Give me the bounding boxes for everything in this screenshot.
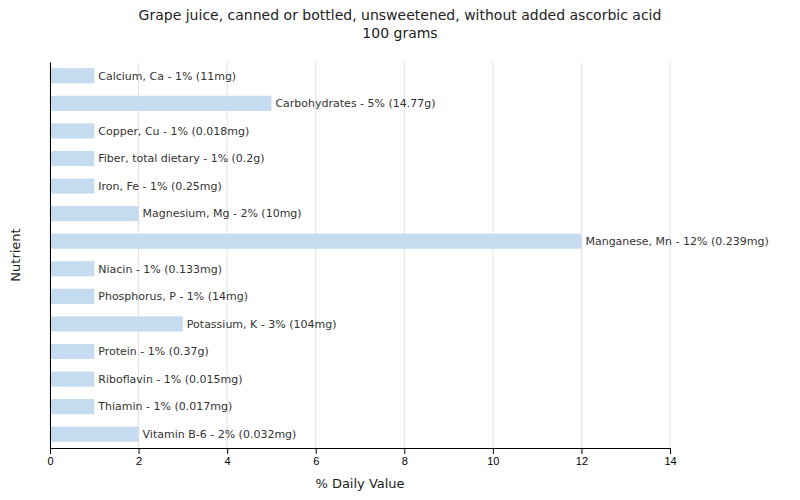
x-tick-mark xyxy=(227,448,228,454)
bar-label: Copper, Cu - 1% (0.018mg) xyxy=(98,125,249,138)
bar-label: Phosphorus, P - 1% (14mg) xyxy=(98,290,248,303)
x-tick-label: 8 xyxy=(402,455,408,467)
x-tick-label: 10 xyxy=(487,455,499,467)
bar-label: Magnesium, Mg - 2% (10mg) xyxy=(143,207,302,220)
x-tick-mark xyxy=(493,448,494,454)
grid-line xyxy=(581,62,582,448)
x-tick: 4 xyxy=(225,448,231,467)
title: Grape juice, canned or bottled, unsweete… xyxy=(139,7,662,41)
bar xyxy=(50,316,183,331)
grid-line xyxy=(50,62,51,448)
grid-line xyxy=(670,62,671,448)
bar-label: Protein - 1% (0.37g) xyxy=(98,345,209,358)
y-axis-line xyxy=(50,63,51,449)
bar xyxy=(50,151,94,166)
bar-label: Vitamin B-6 - 2% (0.032mg) xyxy=(143,428,297,441)
x-tick: 2 xyxy=(136,448,142,467)
x-tick-label: 4 xyxy=(225,455,231,467)
bar xyxy=(50,206,139,221)
x-tick: 12 xyxy=(576,448,588,467)
chart: Calcium, Ca - 1% (11mg) Carbohydrates - 5… xyxy=(0,0,800,500)
grid-line xyxy=(315,62,316,448)
bar-label: Carbohydrates - 5% (14.77g) xyxy=(275,97,435,110)
grid-line xyxy=(404,62,405,448)
bar-label: Fiber, total dietary - 1% (0.2g) xyxy=(98,152,264,165)
bar xyxy=(50,178,94,193)
x-tick-mark xyxy=(139,448,140,454)
x-tick-label: 14 xyxy=(664,455,676,467)
x-tick-label: 6 xyxy=(313,455,319,467)
y-axis-title: Nutrient xyxy=(8,228,23,281)
title-line: 100 grams xyxy=(362,25,437,41)
bar xyxy=(50,68,94,83)
x-axis-line xyxy=(51,449,671,455)
x-tick: 14 xyxy=(664,448,676,467)
bars xyxy=(50,68,581,442)
bar xyxy=(50,234,581,249)
bar xyxy=(50,289,94,304)
x-tick-mark xyxy=(581,448,582,454)
bar-label: Potassium, K - 3% (104mg) xyxy=(187,318,337,331)
x-tick-mark xyxy=(316,448,317,454)
x-tick-mark xyxy=(50,448,51,454)
x-tick-label: 0 xyxy=(47,455,53,467)
grid-line xyxy=(138,62,139,448)
y-axis xyxy=(50,63,51,449)
x-axis: 0 2 4 6 8 10 12 14 xyxy=(47,448,676,467)
plot-area: Calcium, Ca - 1% (11mg) Carbohydrates - 5… xyxy=(47,62,768,467)
grid-line xyxy=(492,62,493,448)
x-tick-mark xyxy=(670,448,671,454)
bar xyxy=(50,344,94,359)
bar-label: Iron, Fe - 1% (0.25mg) xyxy=(98,180,221,193)
x-tick: 0 xyxy=(47,448,53,467)
grid-line xyxy=(227,62,228,448)
x-axis-title: % Daily Value xyxy=(315,476,404,491)
x-tick: 10 xyxy=(487,448,499,467)
grid xyxy=(50,62,670,448)
x-tick: 6 xyxy=(313,448,319,467)
bar xyxy=(50,427,139,442)
bar xyxy=(50,123,94,138)
x-tick-mark xyxy=(404,448,405,454)
bar-label: Riboflavin - 1% (0.015mg) xyxy=(98,373,242,386)
bar xyxy=(50,371,94,386)
bar xyxy=(50,261,94,276)
x-tick: 8 xyxy=(402,448,408,467)
x-tick-label: 2 xyxy=(136,455,142,467)
x-tick-label: 12 xyxy=(576,455,588,467)
bar xyxy=(50,399,94,414)
title-line: Grape juice, canned or bottled, unsweete… xyxy=(139,7,662,23)
bar-label: Niacin - 1% (0.133mg) xyxy=(98,263,222,276)
bar xyxy=(50,96,271,111)
bar-label: Manganese, Mn - 12% (0.239mg) xyxy=(585,235,768,248)
bar-labels: Calcium, Ca - 1% (11mg) Carbohydrates - 5… xyxy=(97,70,768,441)
bar-label: Calcium, Ca - 1% (11mg) xyxy=(98,70,236,83)
bar-label: Thiamin - 1% (0.017mg) xyxy=(97,400,232,413)
